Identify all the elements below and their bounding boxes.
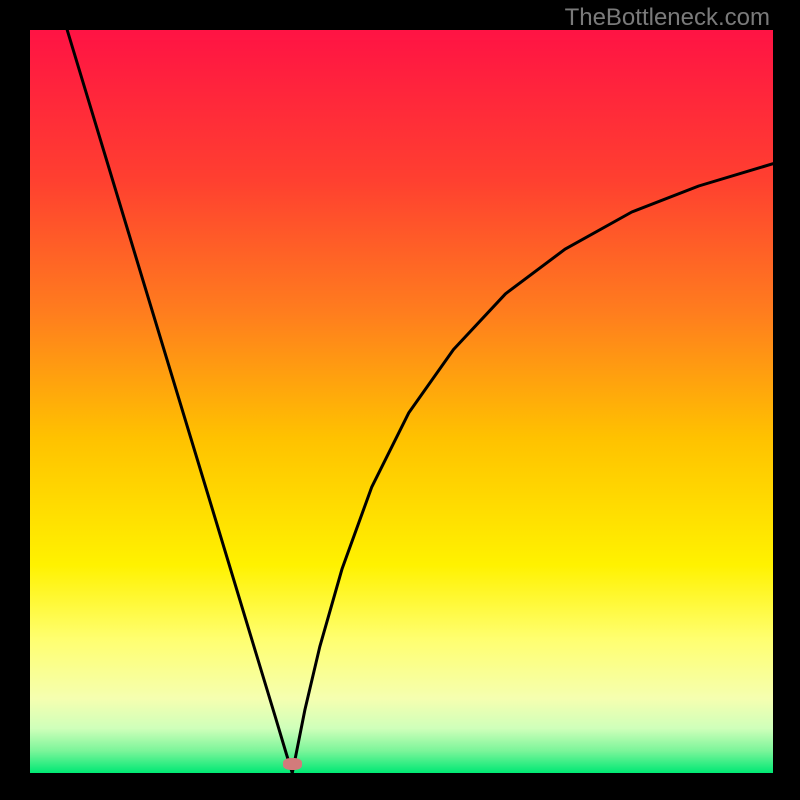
chart-stage: TheBottleneck.com: [0, 0, 800, 800]
vertex-marker: [283, 758, 302, 770]
watermark-text: TheBottleneck.com: [565, 4, 770, 32]
plot-gradient-area: [30, 30, 773, 773]
